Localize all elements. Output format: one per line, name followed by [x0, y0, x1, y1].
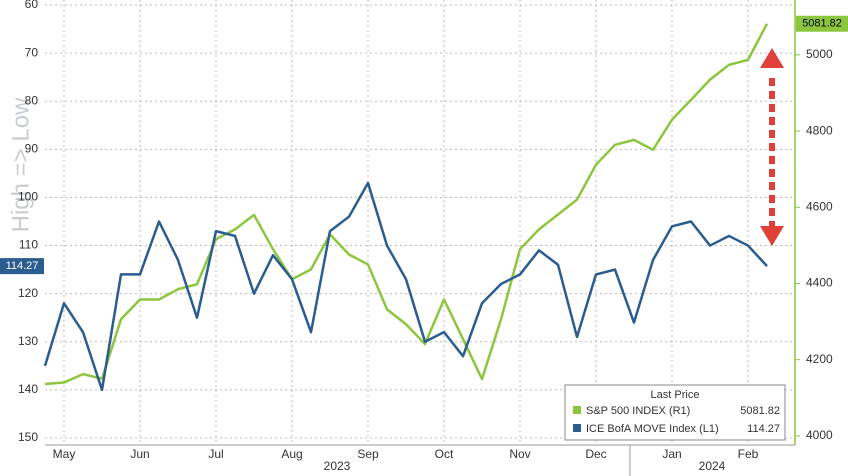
last-price-tag — [0, 258, 44, 275]
y2-tick-label: 4600 — [806, 199, 833, 213]
y-tick-label: 150 — [18, 430, 38, 444]
y-axis-label: High => Low — [7, 97, 34, 232]
year-label: 2024 — [699, 459, 726, 473]
last-price-label: 114.27 — [6, 260, 39, 272]
legend-value: 5081.82 — [740, 405, 780, 417]
y2-tick-label: 4400 — [806, 276, 833, 290]
legend-label: ICE BofA MOVE Index (L1) — [586, 423, 719, 435]
legend: Last Price S&P 500 INDEX (R1) 5081.82 IC… — [564, 384, 786, 441]
grid: 60 70 80 90 100 110 120 130 140 150 4000 4200 4400 46… — [18, 0, 833, 461]
y2-tick-label: 4200 — [806, 352, 833, 366]
y2-tick-label: 4800 — [806, 123, 833, 137]
x-tick-label: May — [53, 447, 76, 461]
legend-title: Last Price — [651, 389, 700, 401]
legend-value: 114.27 — [747, 423, 780, 435]
y-tick-label: 100 — [18, 190, 38, 204]
y-tick-label: 140 — [18, 382, 38, 396]
x-tick-label: Jun — [130, 447, 149, 461]
y-tick-label: 90 — [25, 142, 39, 156]
series-line — [43, 181, 768, 392]
x-tick-label: Dec — [585, 447, 606, 461]
y-tick-label: 110 — [19, 238, 38, 252]
y-tick-label: 130 — [18, 334, 38, 348]
y-tick-label: 120 — [18, 286, 38, 300]
y2-tick-label: 4000 — [806, 428, 833, 442]
year-label: 2023 — [324, 459, 351, 473]
x-tick-label: Feb — [738, 447, 759, 461]
series-line — [44, 23, 769, 386]
legend-swatch — [573, 406, 581, 414]
y2-tick-label: 5000 — [806, 47, 833, 61]
legend-label: S&P 500 INDEX (R1) — [586, 405, 690, 417]
x-tick-label: Aug — [281, 447, 302, 461]
x-tick-label: Jul — [208, 447, 223, 461]
y-tick-label: 80 — [25, 93, 39, 107]
y-tick-label: 60 — [25, 0, 39, 11]
y-tick-label: 70 — [25, 45, 39, 59]
x-tick-label: Sep — [357, 447, 379, 461]
last-price-tag — [796, 15, 848, 32]
range-arrow — [760, 48, 784, 246]
lines — [43, 23, 769, 392]
x-tick-label: Jan — [662, 447, 681, 461]
legend-box — [564, 384, 786, 441]
x-tick-label: Oct — [435, 447, 454, 461]
tags: 5081.82 114.27 — [0, 15, 848, 275]
x-tick-label: Nov — [509, 447, 530, 461]
legend-swatch — [573, 424, 581, 432]
last-price-label: 5081.82 — [802, 18, 842, 30]
